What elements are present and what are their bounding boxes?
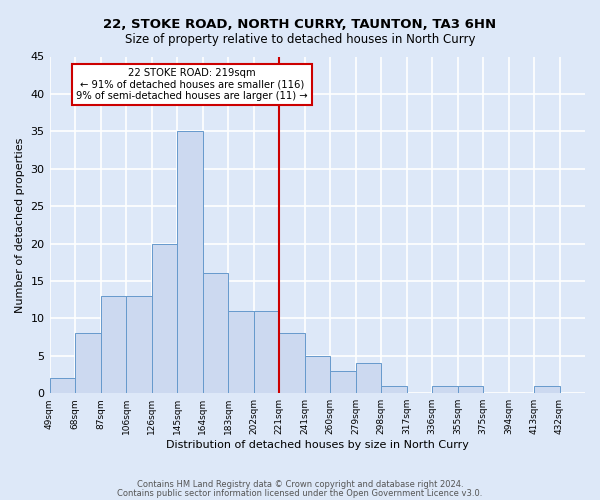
Bar <box>432 386 458 393</box>
Text: Contains public sector information licensed under the Open Government Licence v3: Contains public sector information licen… <box>118 488 482 498</box>
Bar <box>330 371 356 393</box>
Bar <box>228 311 254 393</box>
Bar <box>203 274 228 393</box>
Bar <box>458 386 483 393</box>
Text: 22 STOKE ROAD: 219sqm
← 91% of detached houses are smaller (116)
9% of semi-deta: 22 STOKE ROAD: 219sqm ← 91% of detached … <box>76 68 308 101</box>
Bar <box>534 386 560 393</box>
Text: Size of property relative to detached houses in North Curry: Size of property relative to detached ho… <box>125 32 475 46</box>
Bar <box>50 378 75 393</box>
Bar <box>254 311 279 393</box>
Bar <box>305 356 330 393</box>
Bar <box>75 334 101 393</box>
Bar <box>101 296 126 393</box>
Bar <box>279 334 305 393</box>
Bar <box>356 364 381 393</box>
X-axis label: Distribution of detached houses by size in North Curry: Distribution of detached houses by size … <box>166 440 469 450</box>
Bar <box>381 386 407 393</box>
Bar <box>126 296 152 393</box>
Bar <box>177 132 203 393</box>
Y-axis label: Number of detached properties: Number of detached properties <box>15 137 25 312</box>
Text: Contains HM Land Registry data © Crown copyright and database right 2024.: Contains HM Land Registry data © Crown c… <box>137 480 463 489</box>
Bar <box>152 244 177 393</box>
Text: 22, STOKE ROAD, NORTH CURRY, TAUNTON, TA3 6HN: 22, STOKE ROAD, NORTH CURRY, TAUNTON, TA… <box>103 18 497 30</box>
